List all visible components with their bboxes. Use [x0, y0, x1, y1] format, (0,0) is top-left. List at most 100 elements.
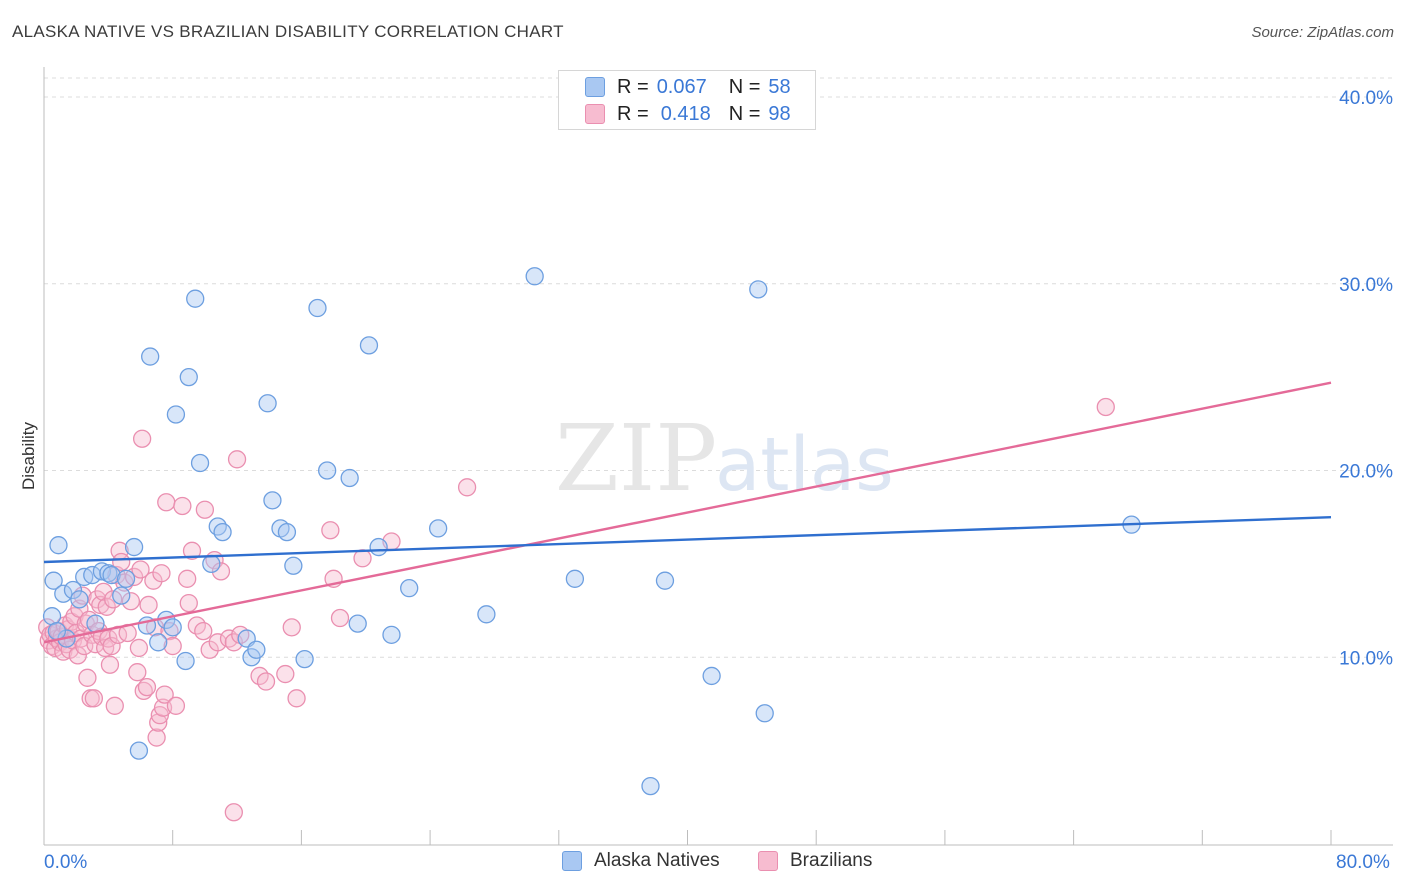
alaska-natives-point	[382, 625, 401, 644]
correlation-legend: R = 0.067 N = 58 R = 0.418 N = 98	[558, 70, 816, 130]
alaska-natives-point	[208, 517, 227, 536]
y-tick-label: 30.0%	[1339, 275, 1393, 296]
alaska-natives-point	[702, 666, 721, 686]
alaska-natives-point	[277, 522, 297, 542]
brazilians-point	[179, 593, 198, 613]
y-tick-label: 10.0%	[1339, 648, 1393, 669]
brazilians-point	[276, 664, 295, 684]
brazilians-point	[195, 500, 215, 519]
alaska-natives-point	[213, 522, 232, 542]
brazilians-point	[94, 582, 113, 602]
brazilians-point	[152, 564, 171, 583]
x-tick-label-min: 0.0%	[44, 852, 88, 873]
brazilians-point	[62, 612, 81, 631]
brazilians-point	[78, 668, 97, 687]
alaska-natives-point	[92, 562, 112, 581]
alaska-natives-point	[477, 605, 496, 624]
brazilians-point	[112, 552, 131, 572]
source-credit: Source: ZipAtlas.com	[1251, 24, 1394, 41]
grid-lines	[44, 77, 1393, 658]
alaska-natives-point	[340, 468, 359, 488]
legend-row-alaska-natives: R = 0.067 N = 58	[585, 75, 791, 99]
alaska-natives-point	[202, 554, 221, 574]
alaska-natives-point	[166, 405, 186, 424]
y-axis-title: Disability	[19, 421, 38, 490]
brazilians-point	[128, 663, 147, 682]
alaska-natives-point	[179, 367, 198, 387]
brazilians-point	[137, 677, 157, 697]
brazilians-point	[132, 429, 152, 448]
alaska-natives-point	[54, 584, 73, 603]
brazilians-point	[208, 633, 227, 652]
legend-row-brazilians: R = 0.418 N = 98	[585, 102, 791, 126]
brazilians-point	[211, 562, 231, 581]
brazilians-point	[131, 560, 150, 579]
brazilians-point	[178, 569, 197, 588]
alaska-natives-point	[369, 537, 388, 557]
alaska-natives-point	[44, 571, 63, 590]
bottom-legend-label: Alaska Natives	[594, 850, 720, 871]
legend-r-label: R =	[617, 102, 649, 125]
alaska-natives-point	[525, 267, 544, 286]
alaska-natives-point	[70, 590, 89, 609]
brazilians-point	[100, 655, 120, 674]
brazilians-point	[105, 696, 124, 715]
brazilians-point	[139, 595, 158, 615]
alaska-natives-point	[317, 461, 337, 480]
alaska-natives-point	[102, 565, 121, 585]
brazilians-point	[102, 636, 121, 656]
brazilians-point	[457, 478, 477, 497]
alaska-natives-point	[190, 453, 210, 473]
alaska-natives-point	[655, 571, 675, 590]
brazilians-point	[97, 597, 116, 616]
x-tick-label-max: 80.0%	[1336, 852, 1390, 873]
alaska-natives-point	[295, 649, 314, 669]
watermark-atlas: atlas	[715, 422, 894, 508]
y-tick-label: 40.0%	[1339, 88, 1393, 109]
legend-n-value: 98	[768, 102, 791, 125]
brazilians-point	[166, 696, 186, 715]
alaska-natives-point	[186, 289, 205, 308]
alaska-natives-point	[149, 633, 168, 652]
brazilians-point	[282, 618, 301, 637]
alaska-natives-point	[176, 651, 195, 671]
brazilians-point	[121, 592, 141, 611]
alaska-natives-point	[641, 776, 660, 796]
alaska-natives-point	[63, 580, 83, 600]
y-axis-tick-labels: 10.0% 20.0% 30.0% 40.0%	[1339, 88, 1393, 669]
brazilians-point	[155, 685, 174, 704]
alaska-natives-point	[565, 569, 585, 588]
brazilians-point	[163, 636, 182, 656]
alaska-natives-point	[49, 536, 68, 555]
brazilians-trend-line	[43, 381, 1332, 644]
brazilians-point	[256, 672, 276, 691]
brazilians-point	[224, 803, 243, 822]
brazilians-point	[321, 521, 340, 540]
alaska-natives-point	[258, 394, 277, 413]
alaska-natives-point	[129, 741, 149, 760]
alaska-natives-point	[83, 565, 102, 585]
legend-n-label: N =	[728, 75, 761, 98]
legend-r-value: 0.067	[656, 75, 707, 98]
alaska-natives-point	[359, 336, 379, 355]
alaska-natives-point	[348, 614, 367, 633]
alaska-natives-point	[116, 569, 136, 588]
brazilians-point	[147, 728, 166, 747]
brazilians-point	[173, 496, 192, 516]
alaska-natives-point	[99, 564, 118, 583]
bottom-legend-brazilians: Brazilians	[758, 850, 872, 872]
alaska-natives-point	[284, 556, 303, 575]
legend-swatch-blue	[585, 77, 605, 97]
alaska-natives-point	[124, 537, 144, 557]
brazilians-point	[182, 541, 202, 560]
brazilians-point	[353, 549, 372, 568]
bottom-legend-swatch-pink	[758, 851, 778, 871]
brazilians-point	[84, 689, 104, 708]
y-tick-label: 20.0%	[1339, 462, 1393, 483]
axes	[43, 67, 1393, 846]
alaska-natives-point	[400, 579, 419, 598]
alaska-natives-point	[247, 640, 266, 659]
bottom-legend-swatch-blue	[562, 851, 582, 871]
alaska-natives-point	[163, 618, 182, 637]
